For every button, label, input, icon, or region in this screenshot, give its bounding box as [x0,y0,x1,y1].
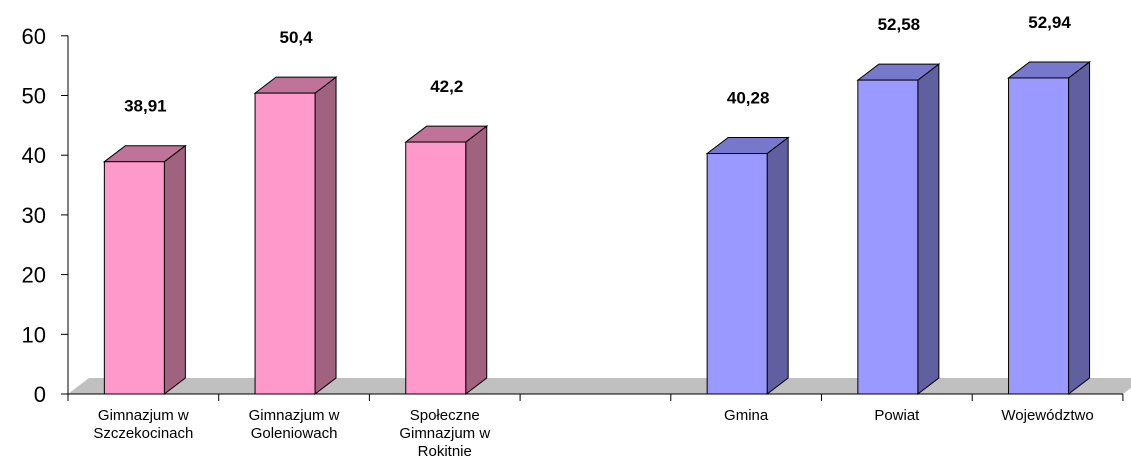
bar [705,136,790,396]
y-tick-label: 30 [22,203,46,228]
data-label: 40,28 [727,89,770,108]
bar-side-face [917,63,940,396]
data-label: 50,4 [280,28,314,47]
bar [253,76,338,396]
y-tick-label: 40 [22,143,46,168]
bar [856,63,941,396]
bar-front-face [405,141,467,395]
y-tick-label: 0 [34,382,46,407]
x-category-label: Rokitnie [418,443,472,460]
bar [404,125,489,396]
bar-front-face [103,161,165,395]
bar-side-face [766,136,789,396]
data-label: 52,94 [1028,13,1071,32]
x-category-label: Gimnazjum w [98,407,189,424]
data-label: 42,2 [430,77,463,96]
y-tick-label: 10 [22,322,46,347]
x-category-label: Powiat [874,407,920,424]
x-category-label: Gimnazjum w [399,425,490,442]
data-label: 38,91 [124,97,167,116]
bar-front-face [857,79,919,395]
bar-side-face [1068,60,1091,396]
bar [102,144,187,396]
bar-front-face [706,153,768,395]
data-label: 52,58 [878,15,921,34]
x-category-label: Gimnazjum w [249,407,340,424]
chart-floor [68,378,1131,394]
bar-side-face [314,76,337,396]
bar [1007,60,1092,396]
bar-side-face [465,125,488,396]
x-category-label: Goleniowach [251,425,338,442]
bar-front-face [254,92,316,395]
y-tick-label: 20 [22,263,46,288]
y-tick-label: 60 [22,24,46,49]
x-category-label: Gmina [724,407,769,424]
bar-side-face [163,144,186,396]
x-category-label: Województwo [1001,407,1093,424]
y-tick-label: 50 [22,84,46,109]
bar-front-face [1008,77,1070,395]
x-category-label: Szczekocinach [93,425,193,442]
x-category-label: Społeczne [410,407,480,424]
